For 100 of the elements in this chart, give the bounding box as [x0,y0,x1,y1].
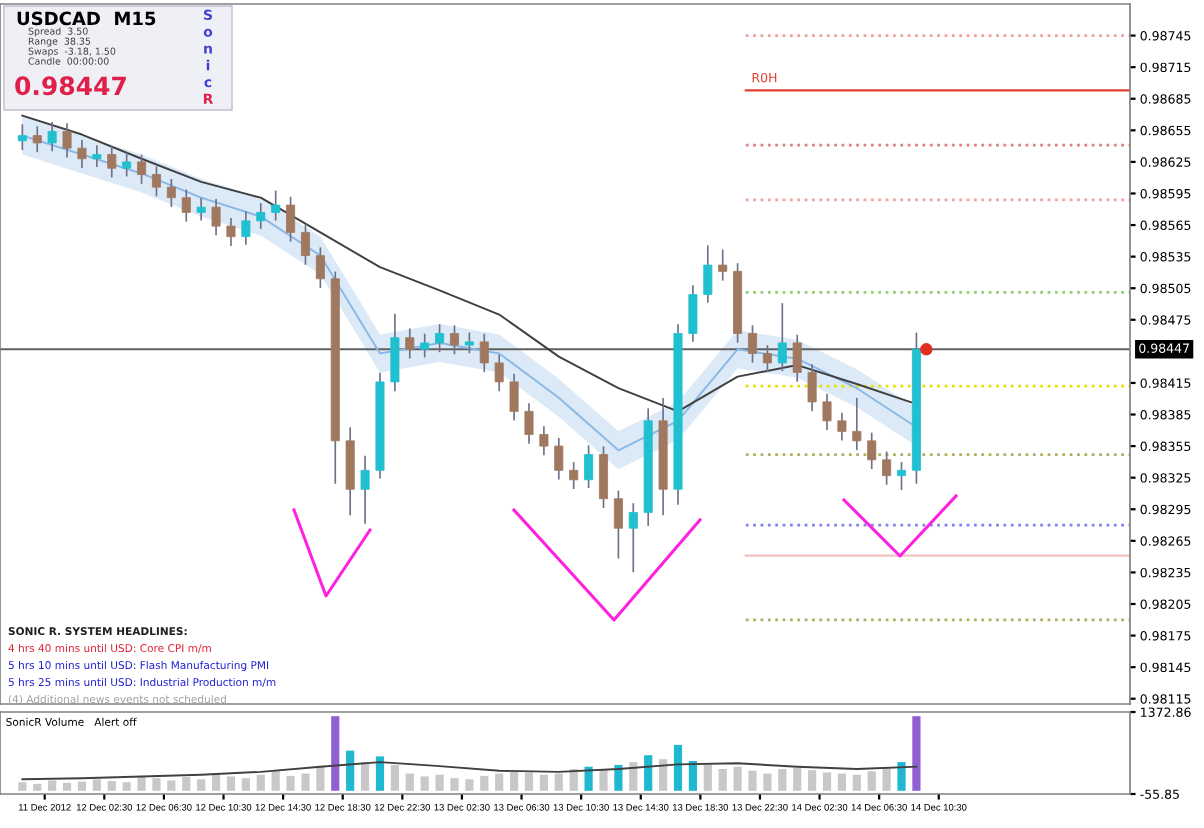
candlestick [166,178,176,207]
candlestick [628,503,638,573]
candlestick [822,393,832,431]
candlestick [286,196,296,242]
candlestick [435,324,445,353]
bar [331,716,340,791]
bar [18,782,27,791]
bar [480,775,489,791]
bar [659,759,668,791]
candlestick [256,203,266,230]
candlestick [524,403,534,444]
candlestick [315,247,325,288]
candlestick [569,462,579,490]
candlestick [837,412,847,441]
candlestick [405,328,415,359]
bar [450,778,459,791]
line-series [21,114,918,413]
bar [346,750,355,791]
bar [837,773,847,791]
bar [107,781,116,791]
candlestick [852,397,862,451]
bar [852,774,861,791]
candlestick [807,364,817,412]
bar [495,773,504,791]
bar [182,777,191,791]
candlestick [554,437,564,480]
bar [897,762,906,791]
bar [614,764,623,791]
bar [77,781,87,791]
bar [509,770,519,791]
bar [748,770,757,791]
candlestick [196,197,206,221]
bar [733,766,742,791]
chart-title: USDCAD M15 [17,11,156,26]
candlestick [32,126,42,153]
bar [554,773,563,791]
candlestick [762,345,772,373]
bar [912,716,921,791]
candlestick [777,303,787,372]
bar [822,772,832,791]
bar [420,776,429,791]
bar [808,770,817,791]
bar [673,744,683,791]
bar [867,771,876,791]
bar [122,782,131,791]
candlestick [539,426,549,456]
bar [167,780,176,791]
candlestick [151,166,161,197]
bar [405,773,414,791]
bar [33,783,42,791]
candlestick [17,124,27,151]
candlestick [792,334,802,382]
candlestick [613,490,623,559]
candlestick [77,140,87,168]
bar [197,779,206,791]
bar [241,778,250,791]
candlestick [688,285,698,342]
bar [584,766,593,791]
bar [599,770,608,791]
candlestick [882,451,892,485]
candlestick [137,154,147,184]
candlestick [226,217,236,246]
candlestick [271,190,281,221]
bar [152,778,161,791]
bar [92,779,101,791]
annotation: 0.98447 [15,76,126,96]
candlestick [107,146,117,178]
candlestick [300,224,310,265]
bar [137,775,146,791]
candlestick [47,122,57,152]
candlestick [360,455,370,524]
bar [271,770,280,791]
bar [688,760,697,791]
bar [211,773,221,791]
candlestick [703,245,713,303]
bar [703,763,712,791]
candlestick [464,332,474,354]
candlestick [747,325,758,363]
bar [793,767,802,791]
bar [62,782,72,791]
bar [435,774,444,791]
candlestick [598,446,609,508]
candlestick [479,333,489,373]
candlestick [897,462,907,491]
bar [524,772,534,791]
bar [778,768,787,791]
bar [539,774,548,791]
bar [882,767,891,791]
bar [718,768,727,791]
bar [629,762,638,791]
bar [286,775,295,791]
bar [48,780,57,791]
bar [256,774,265,791]
candlestick [584,445,594,488]
candlestick [62,123,72,158]
candlestick [867,432,877,470]
candlestick [122,152,132,177]
bar [644,755,653,791]
candlestick [241,211,251,245]
bar [390,764,399,791]
